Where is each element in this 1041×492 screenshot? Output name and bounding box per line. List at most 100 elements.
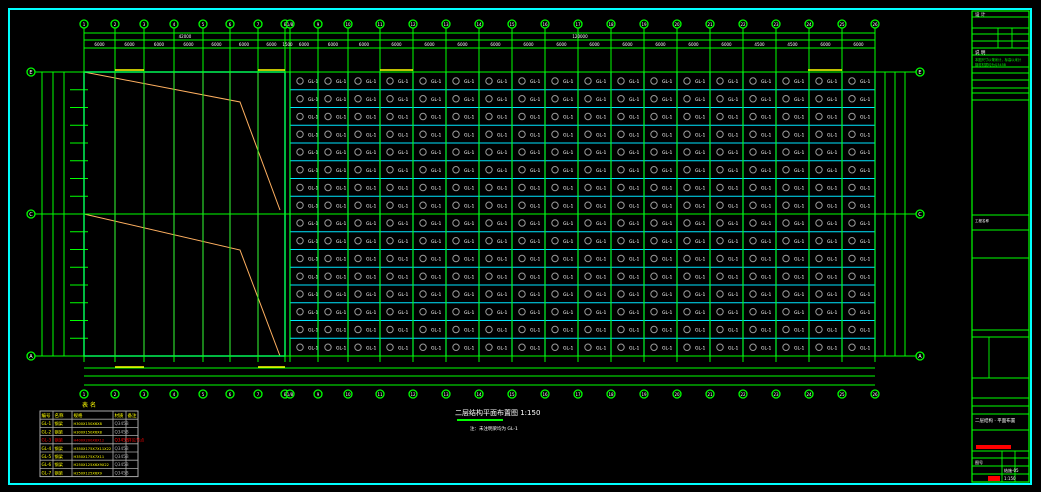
column-mark [683,308,691,316]
column-mark [551,290,559,298]
beam-label: GL-1 [860,132,871,138]
axis-bubble [915,67,925,77]
beam-label: GL-1 [563,186,574,192]
column-mark [683,237,691,245]
red-mark [988,476,1000,481]
column-mark [650,272,658,280]
column-mark [584,343,592,351]
beam-label: GL-1 [629,168,640,174]
beam-label: GL-1 [497,345,508,351]
beam-label: GL-1 [366,150,377,156]
column-mark [617,219,625,227]
beam-label: GL-1 [794,274,805,280]
column-mark [650,95,658,103]
column-mark [452,219,460,227]
beam-label: GL-1 [728,257,739,263]
column-mark [683,290,691,298]
beam-label: GL-1 [860,97,871,103]
beam-label: GL-1 [497,168,508,174]
column-mark [848,166,856,174]
beam-label: GL-1 [728,168,739,174]
axis-label: 14 [476,392,482,397]
legend-cell: Q345B [115,438,129,443]
column-mark [386,254,394,263]
beam-label: GL-1 [530,328,541,334]
beam-label: GL-1 [860,221,871,227]
column-mark [749,237,757,245]
legend-header: 材质 [115,412,124,419]
beam-label: GL-1 [398,115,409,121]
beam-label: GL-1 [497,115,508,121]
column-mark [683,166,691,174]
axis-bubble [79,389,89,399]
column-mark [716,112,724,121]
column-mark [296,183,304,192]
column-mark [518,343,526,351]
beam-label: GL-1 [464,132,475,138]
beam-label: GL-1 [695,221,706,227]
beam-label: GL-1 [497,239,508,245]
column-mark [518,166,526,174]
column-mark [848,201,856,209]
column-mark [324,183,332,192]
column-mark [452,112,460,121]
column-mark [485,237,493,245]
column-mark [815,201,823,209]
beam-label: GL-1 [629,239,640,245]
column-mark [485,112,493,121]
column-mark [617,201,625,209]
beam-label: GL-1 [563,239,574,245]
column-mark [683,272,691,280]
column-mark [354,77,362,85]
beam-label: GL-1 [398,132,409,138]
column-mark [815,148,823,156]
column-mark [584,272,592,280]
column-mark [650,112,658,121]
column-mark [782,219,790,227]
column-mark [296,254,304,263]
column-mark [296,308,304,316]
column-mark [354,112,362,121]
column-mark [815,166,823,174]
column-mark [324,343,332,351]
beam-label: GL-1 [629,345,640,351]
beam-label: GL-1 [728,150,739,156]
legend-header: 编号 [42,412,51,419]
column-mark [419,77,427,85]
beam-label: GL-1 [530,221,541,227]
beam-label: GL-1 [827,97,838,103]
column-mark [354,183,362,192]
column-mark [518,237,526,245]
beam-label: GL-1 [530,132,541,138]
column-mark [815,343,823,351]
dimension-text: 6000 [124,42,135,47]
beam-label: GL-1 [794,186,805,192]
beam-label: GL-1 [794,310,805,316]
beam-label: GL-1 [794,203,805,209]
column-mark [386,272,394,280]
beam-label: GL-1 [464,186,475,192]
column-mark [584,219,592,227]
dimension-text: 6000 [457,42,468,47]
beam-label: GL-1 [629,274,640,280]
column-mark [485,130,493,138]
legend-cell: Q345B [115,429,129,434]
axis-bubble [26,351,36,361]
axis-label: 25 [839,22,845,27]
beam-label: GL-1 [662,115,673,121]
beam-label: GL-1 [336,310,347,316]
column-mark [848,219,856,227]
dimension-text: 1500 [282,42,293,47]
column-mark [584,183,592,192]
beam-label: GL-1 [497,292,508,298]
beam-label: GL-1 [827,328,838,334]
axis-bubble [705,19,715,29]
beam-label: GL-1 [431,239,442,245]
title-block-header: 说 明 [975,49,986,56]
axis-label: 11 [377,22,383,27]
axis-bubble [441,19,451,29]
column-mark [749,290,757,298]
beam-label: GL-1 [662,203,673,209]
axis-label: 1/8 [287,22,294,27]
beam-label: GL-1 [431,274,442,280]
